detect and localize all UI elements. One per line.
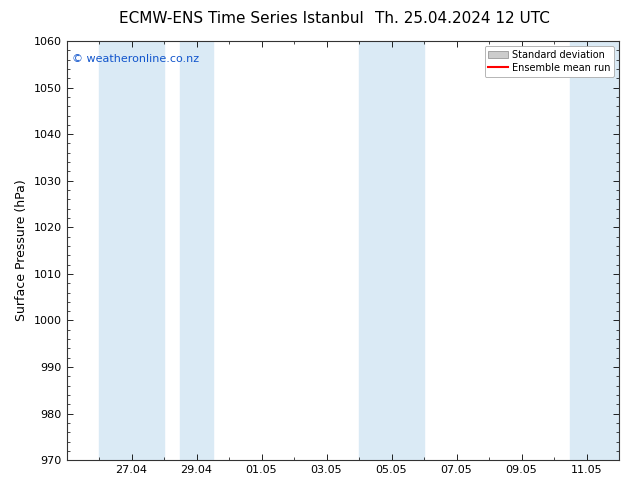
Bar — [180, 41, 213, 460]
Text: © weatheronline.co.nz: © weatheronline.co.nz — [72, 53, 199, 64]
Text: Th. 25.04.2024 12 UTC: Th. 25.04.2024 12 UTC — [375, 11, 550, 26]
Y-axis label: Surface Pressure (hPa): Surface Pressure (hPa) — [15, 180, 28, 321]
Bar — [570, 41, 619, 460]
Bar — [99, 41, 164, 460]
Bar — [359, 41, 424, 460]
Text: ECMW-ENS Time Series Istanbul: ECMW-ENS Time Series Istanbul — [119, 11, 363, 26]
Legend: Standard deviation, Ensemble mean run: Standard deviation, Ensemble mean run — [484, 46, 614, 76]
